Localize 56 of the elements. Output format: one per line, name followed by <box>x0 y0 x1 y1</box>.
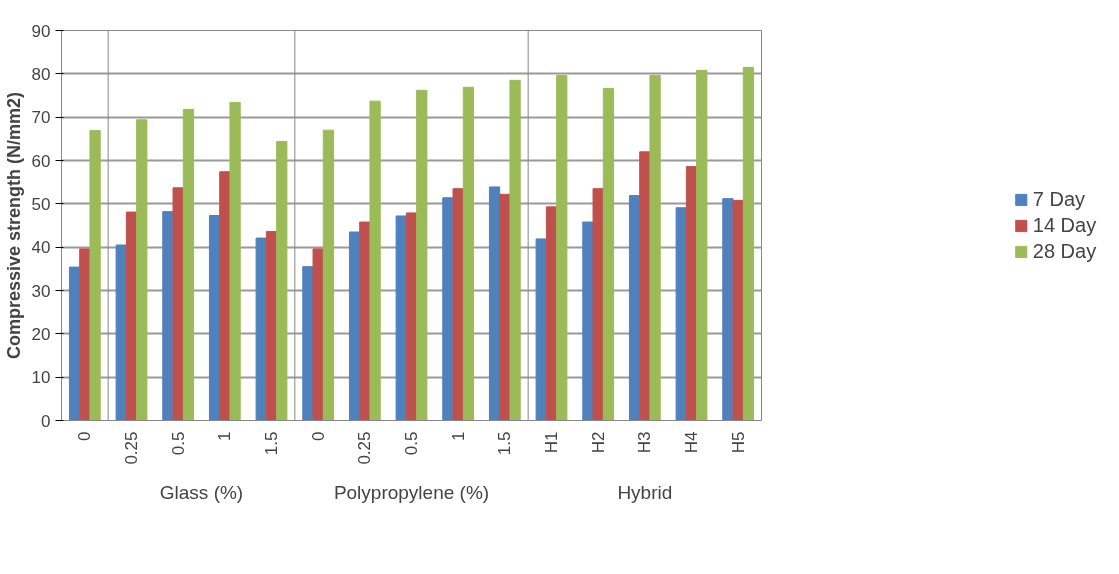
x-tick-label: H3 <box>635 431 655 454</box>
bar <box>416 89 428 421</box>
bar <box>276 140 288 421</box>
bar <box>602 88 615 421</box>
bar <box>322 129 335 421</box>
y-tick-label: 60 <box>31 151 51 171</box>
x-tick-label: 1 <box>215 431 235 441</box>
bar <box>395 215 407 421</box>
bar <box>255 237 267 421</box>
x-tick-label: 0.5 <box>402 431 421 456</box>
x-tick-label: 1.5 <box>262 431 281 456</box>
bar <box>136 119 148 421</box>
bar <box>509 79 521 421</box>
y-tick-label: 50 <box>31 194 51 214</box>
bar <box>592 188 604 421</box>
bar <box>462 86 475 421</box>
y-axis-title: Compressive strength (N/mm2) <box>3 91 24 360</box>
text: Hybrid <box>617 481 673 503</box>
x-tick-label: 0.25 <box>122 431 141 465</box>
x-tick-label: H5 <box>728 431 748 454</box>
x-tick-label: 0 <box>75 431 95 441</box>
x-tick-label: 1.5 <box>495 431 515 456</box>
bar <box>742 66 755 421</box>
y-tick-label: 70 <box>31 108 51 128</box>
text: Polypropylene (%) <box>333 481 490 503</box>
x-tick-label: 1 <box>448 431 468 441</box>
bar <box>369 100 381 421</box>
legend-label: 7 Day <box>1032 187 1086 211</box>
bar <box>89 130 101 421</box>
legend-label: 28 Day <box>1032 239 1097 263</box>
y-tick-label: 90 <box>31 21 51 41</box>
bar <box>172 187 184 421</box>
bar <box>556 75 568 421</box>
text: Glass (%) <box>159 481 244 503</box>
x-tick-label: 0.25 <box>355 431 375 465</box>
bar <box>452 188 464 421</box>
bar <box>115 244 127 421</box>
bar <box>675 207 687 421</box>
y-tick-label: 80 <box>31 64 51 84</box>
x-tick-label: H1 <box>542 431 561 454</box>
bar <box>535 238 547 421</box>
bar <box>696 69 708 421</box>
bar <box>312 248 324 421</box>
y-tick-label: 40 <box>31 238 51 258</box>
bar <box>732 199 744 421</box>
x-tick-label: H4 <box>682 431 701 454</box>
y-tick-label: 10 <box>31 368 51 388</box>
x-tick-label: 0 <box>308 431 328 441</box>
y-tick-label: 30 <box>31 281 51 301</box>
x-tick-label: 0.5 <box>168 431 188 456</box>
legend-label: 14 Day <box>1032 213 1097 237</box>
bar <box>229 101 241 421</box>
bar <box>649 75 661 421</box>
y-tick-label: 20 <box>31 324 51 344</box>
bar <box>182 108 195 421</box>
x-tick-label: H2 <box>588 431 608 454</box>
